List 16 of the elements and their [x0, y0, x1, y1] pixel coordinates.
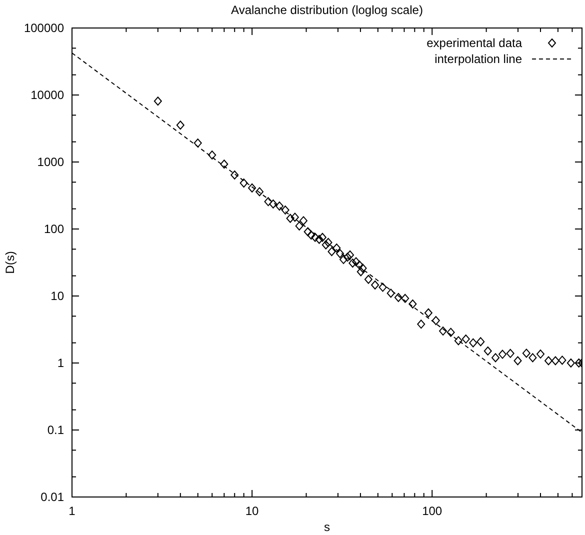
y-tick-label: 100000 — [24, 21, 64, 35]
x-tick-label: 10 — [245, 504, 260, 518]
legend-label: experimental data — [426, 36, 522, 50]
y-tick-label: 10 — [50, 289, 64, 303]
y-axis-title: D(s) — [3, 251, 17, 274]
y-tick-label: 10000 — [30, 88, 64, 102]
y-tick-label: 0.1 — [47, 423, 64, 437]
x-tick-label: 1 — [68, 504, 76, 518]
y-tick-label: 0.01 — [40, 490, 64, 504]
y-tick-label: 100 — [44, 222, 64, 236]
y-tick-label: 1 — [57, 356, 64, 370]
chart-title: Avalanche distribution (loglog scale) — [231, 3, 423, 17]
x-tick-label: 100 — [422, 504, 442, 518]
x-axis-title: s — [324, 520, 330, 534]
legend-label: interpolation line — [434, 52, 522, 66]
y-tick-label: 1000 — [37, 155, 64, 169]
